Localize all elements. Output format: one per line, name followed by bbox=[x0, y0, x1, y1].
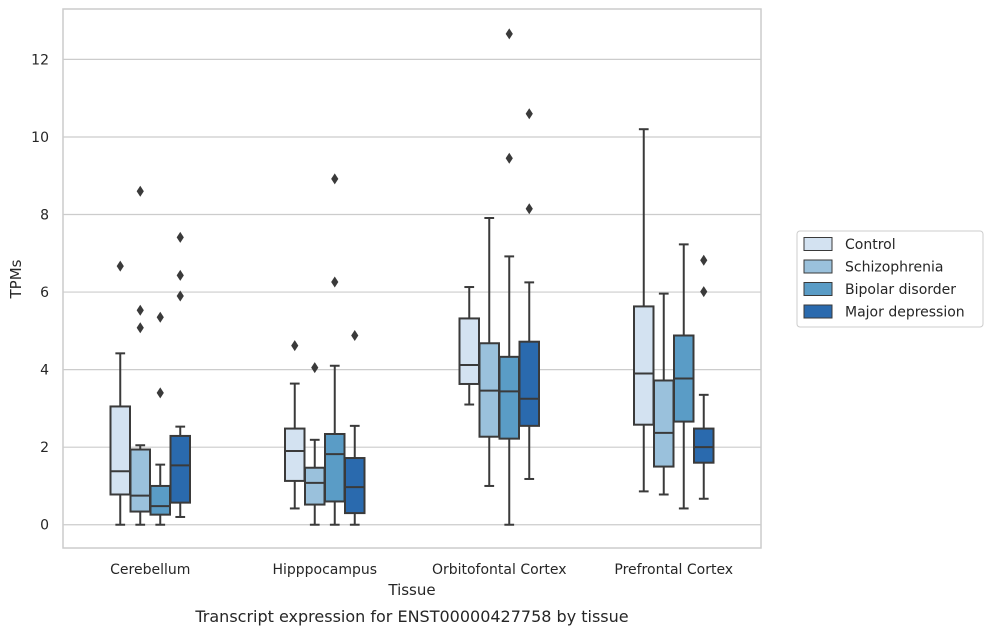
outlier-point bbox=[176, 231, 184, 243]
outlier-point bbox=[291, 340, 299, 352]
x-tick-label: Orbitofontal Cortex bbox=[432, 562, 567, 578]
box-major-depression bbox=[344, 330, 366, 526]
outlier-point bbox=[700, 254, 708, 266]
box-body bbox=[109, 405, 131, 496]
box-bipolar-disorder bbox=[498, 28, 520, 526]
outlier-point bbox=[176, 290, 184, 302]
box-schizophrenia bbox=[478, 217, 500, 487]
outlier-point bbox=[525, 108, 533, 120]
legend-swatch bbox=[803, 259, 833, 274]
box-major-depression bbox=[693, 254, 715, 500]
outlier-point bbox=[331, 173, 339, 185]
legend-label: Bipolar disorder bbox=[845, 282, 956, 298]
outlier-point bbox=[176, 269, 184, 281]
box-body bbox=[458, 317, 480, 385]
outlier-point bbox=[116, 260, 124, 272]
box-major-depression bbox=[169, 231, 191, 518]
x-tick-label: Hipppocampus bbox=[272, 562, 377, 578]
box-body bbox=[169, 434, 191, 504]
x-tick-label: Cerebellum bbox=[110, 562, 190, 578]
y-tick-label: 10 bbox=[31, 130, 49, 146]
outlier-point bbox=[505, 152, 513, 164]
outlier-point bbox=[331, 276, 339, 288]
y-tick-label: 6 bbox=[40, 285, 49, 301]
box-control bbox=[458, 286, 480, 406]
box-body bbox=[129, 448, 151, 513]
y-axis-label: TPMs bbox=[7, 259, 25, 299]
box-body bbox=[633, 305, 655, 426]
plot-area-frame bbox=[62, 8, 762, 549]
outlier-point bbox=[136, 304, 144, 316]
legend-frame bbox=[796, 230, 984, 328]
outlier-point bbox=[311, 362, 319, 374]
boxes bbox=[109, 28, 715, 526]
box-major-depression bbox=[518, 108, 540, 480]
legend-items: Control Schizophrenia Bipolar disorder Majo… bbox=[803, 237, 965, 321]
x-axis-label: Tissue bbox=[387, 581, 435, 599]
y-tick-label: 0 bbox=[40, 518, 49, 534]
box-body bbox=[518, 340, 540, 427]
legend-label: Major depression bbox=[845, 305, 965, 321]
box-body bbox=[344, 457, 366, 515]
box-bipolar-disorder bbox=[324, 173, 346, 526]
outlier-point bbox=[156, 311, 164, 323]
legend-label: Schizophrenia bbox=[845, 260, 943, 276]
outlier-point bbox=[156, 387, 164, 399]
box-bipolar-disorder bbox=[673, 243, 695, 510]
y-tick-label: 12 bbox=[31, 52, 49, 68]
box-body bbox=[324, 432, 346, 503]
legend-label: Control bbox=[845, 237, 896, 253]
box-body bbox=[653, 379, 675, 468]
outlier-point bbox=[700, 286, 708, 298]
y-tick-label: 4 bbox=[40, 363, 49, 379]
box-body bbox=[284, 427, 306, 482]
outlier-point bbox=[525, 203, 533, 215]
y-tick-label: 8 bbox=[40, 208, 49, 224]
box-bipolar-disorder bbox=[149, 311, 171, 526]
box-control bbox=[284, 340, 306, 510]
legend-swatch bbox=[803, 304, 833, 319]
x-tick-label: Prefrontal Cortex bbox=[614, 562, 733, 578]
box-body bbox=[304, 466, 326, 506]
y-tick-label: 2 bbox=[40, 440, 49, 456]
legend-swatch bbox=[803, 282, 833, 296]
box-body bbox=[498, 355, 520, 440]
box-schizophrenia bbox=[129, 185, 151, 526]
chart-caption: Transcript expression for ENST0000042775… bbox=[194, 607, 628, 626]
box-body bbox=[693, 427, 715, 464]
y-tick-labels: 0 2 4 6 8 10 12 bbox=[31, 52, 49, 533]
box-control bbox=[633, 128, 655, 493]
x-tick-labels: Cerebellum Hipppocampus Orbitofontal Corte… bbox=[110, 562, 733, 578]
outlier-point bbox=[351, 330, 359, 342]
legend-swatch bbox=[803, 237, 833, 251]
box-body bbox=[149, 484, 171, 516]
box-schizophrenia bbox=[653, 292, 675, 496]
outlier-point bbox=[136, 322, 144, 334]
box-schizophrenia bbox=[304, 362, 326, 526]
box-control bbox=[109, 260, 131, 526]
outlier-point bbox=[505, 28, 513, 40]
outlier-point bbox=[136, 185, 144, 197]
legend: Control Schizophrenia Bipolar disorder Majo… bbox=[796, 230, 984, 328]
